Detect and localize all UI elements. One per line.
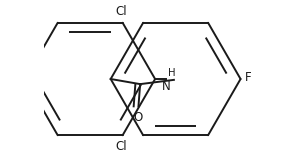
- Text: N: N: [162, 80, 170, 93]
- Text: H: H: [168, 68, 175, 78]
- Text: F: F: [245, 71, 251, 84]
- Text: O: O: [133, 111, 142, 124]
- Text: Cl: Cl: [115, 5, 127, 18]
- Text: Cl: Cl: [115, 140, 127, 153]
